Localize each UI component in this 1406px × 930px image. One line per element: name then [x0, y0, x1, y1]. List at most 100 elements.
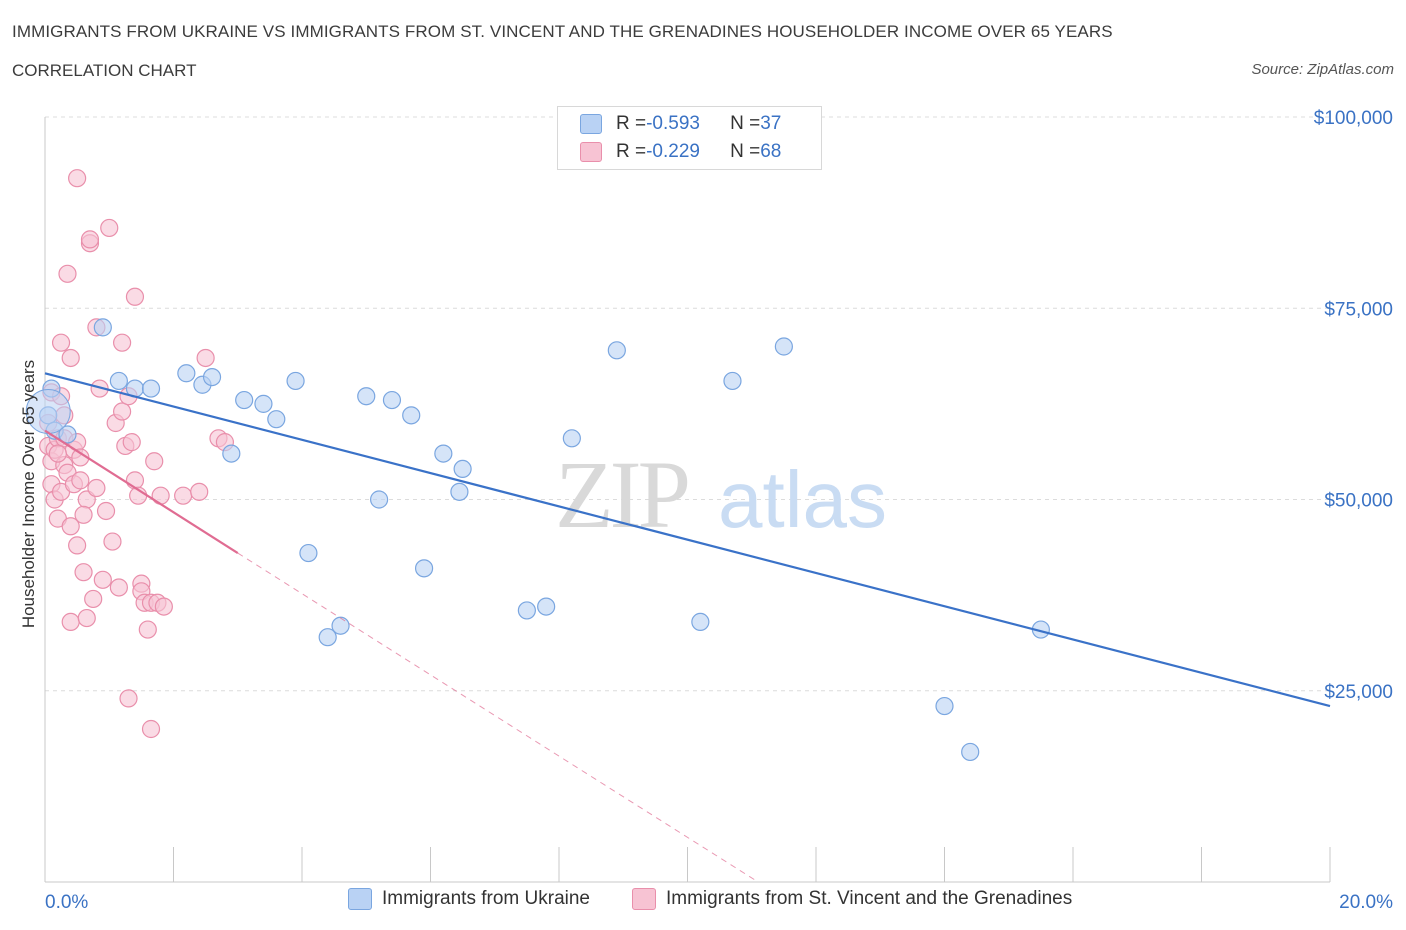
legend-n-label: N = — [730, 141, 761, 162]
stvincent-point — [141, 719, 161, 739]
legend-n-label: N = — [730, 113, 761, 134]
y-axis-label: Householder Income Over 65 years — [19, 360, 38, 628]
stvincent-point — [103, 532, 122, 551]
stvincent-point — [68, 536, 87, 555]
stvincent-point — [138, 620, 157, 639]
stvincent-point — [48, 444, 67, 463]
stvincent-point — [125, 287, 145, 306]
stvincent-point — [87, 478, 106, 498]
ukraine-point — [318, 628, 337, 647]
y-tick-label: $25,000 — [1324, 682, 1393, 703]
bottom-legend-stvincent: Immigrants from St. Vincent and the Gren… — [632, 888, 1072, 910]
legend-r-value: -0.229 — [646, 141, 700, 162]
ukraine-point — [434, 444, 453, 463]
series-stvincent-points — [39, 169, 234, 739]
stvincent-point — [196, 348, 215, 368]
stvincent-point — [68, 169, 87, 188]
stvincent-point — [154, 597, 173, 616]
chart-subtitle: CORRELATION CHART — [12, 61, 197, 80]
stvincent-point — [61, 348, 80, 368]
ukraine-point — [202, 368, 222, 387]
legend-r-label: R = — [616, 141, 647, 162]
ukraine-point — [177, 364, 196, 383]
ukraine-point — [562, 429, 581, 448]
stvincent-point — [125, 471, 145, 490]
stvincent-point — [151, 486, 170, 505]
legend-swatch-ukraine — [580, 114, 602, 134]
stvincent-trendline — [237, 552, 759, 883]
source-label: Source: ZipAtlas.com — [1251, 61, 1394, 78]
stvincent-point — [51, 333, 71, 352]
ukraine-point — [450, 482, 469, 501]
stvincent-point — [74, 505, 93, 524]
stvincent-point — [61, 517, 80, 536]
axes — [44, 117, 1331, 883]
chart-title: IMMIGRANTS FROM UKRAINE VS IMMIGRANTS FR… — [12, 22, 1113, 41]
ukraine-point — [58, 425, 77, 444]
stvincent-point — [122, 433, 141, 452]
ukraine-point — [254, 394, 273, 413]
series-ukraine-points — [25, 318, 1050, 762]
legend-n-value: 37 — [760, 113, 782, 134]
stvincent-point — [80, 230, 100, 249]
ukraine-point — [93, 318, 112, 337]
stvincent-point — [109, 578, 128, 597]
ukraine-point — [286, 371, 305, 391]
ukraine-point — [109, 371, 128, 391]
x-tick-label-end: 20.0% — [1339, 892, 1393, 913]
ukraine-point — [370, 490, 389, 509]
y-tick-label: $50,000 — [1324, 491, 1393, 512]
ukraine-point — [935, 696, 954, 716]
x-tick-label-start: 0.0% — [45, 892, 88, 913]
ukraine-trendline — [44, 372, 1331, 708]
ukraine-point — [537, 597, 556, 616]
ukraine-point — [267, 410, 286, 429]
correlation-legend: R = -0.593 N = 37 R = -0.229 N = 68 — [557, 106, 822, 170]
y-tick-label: $75,000 — [1324, 299, 1393, 320]
ukraine-point — [607, 341, 626, 360]
ukraine-point — [331, 616, 350, 635]
bottom-legend-swatch-ukraine — [348, 888, 372, 910]
stvincent-point — [84, 589, 103, 609]
ukraine-point — [453, 459, 472, 478]
legend-n-value: 68 — [760, 141, 782, 162]
ukraine-point — [723, 371, 742, 391]
bottom-legend-swatch-stvincent — [632, 888, 656, 910]
stvincent-point — [100, 218, 119, 238]
trendlines — [44, 372, 1331, 883]
stvincent-point — [112, 333, 132, 352]
bottom-legend-label-ukraine: Immigrants from Ukraine — [382, 888, 590, 909]
ukraine-point — [222, 444, 241, 463]
ukraine-point — [402, 406, 421, 425]
ukraine-point — [517, 601, 536, 620]
legend-row-ukraine: R = -0.593 N = 37 — [580, 112, 781, 136]
legend-r-label: R = — [616, 113, 647, 134]
watermark: ZIP atlas — [555, 441, 887, 548]
ukraine-point — [691, 612, 710, 632]
stvincent-point — [174, 486, 193, 505]
stvincent-point — [58, 264, 77, 283]
stvincent-point — [119, 689, 138, 708]
y-tick-label: $100,000 — [1314, 108, 1393, 129]
stvincent-point — [93, 570, 112, 589]
watermark-zip: ZIP — [555, 441, 688, 548]
tick-labels: $25,000 $50,000 $75,000 $100,000 0.0% 20.0% — [45, 108, 1393, 913]
legend-row-stvincent: R = -0.229 N = 68 — [580, 140, 781, 164]
bottom-legend-label-stvincent: Immigrants from St. Vincent and the Gren… — [666, 888, 1073, 909]
stvincent-point — [71, 471, 90, 490]
legend-r-value: -0.593 — [646, 113, 700, 134]
ukraine-point — [141, 379, 161, 398]
stvincent-point — [190, 482, 209, 501]
stvincent-point — [112, 402, 132, 421]
ukraine-point — [961, 742, 980, 762]
bottom-legend-ukraine: Immigrants from Ukraine — [348, 888, 590, 910]
ukraine-point — [235, 390, 254, 410]
stvincent-trendline — [44, 429, 239, 554]
stvincent-point — [145, 452, 164, 471]
ukraine-point — [774, 337, 793, 356]
stvincent-point — [77, 608, 96, 628]
stvincent-point — [74, 563, 93, 582]
watermark-atlas: atlas — [718, 455, 887, 544]
ukraine-point — [382, 390, 402, 410]
